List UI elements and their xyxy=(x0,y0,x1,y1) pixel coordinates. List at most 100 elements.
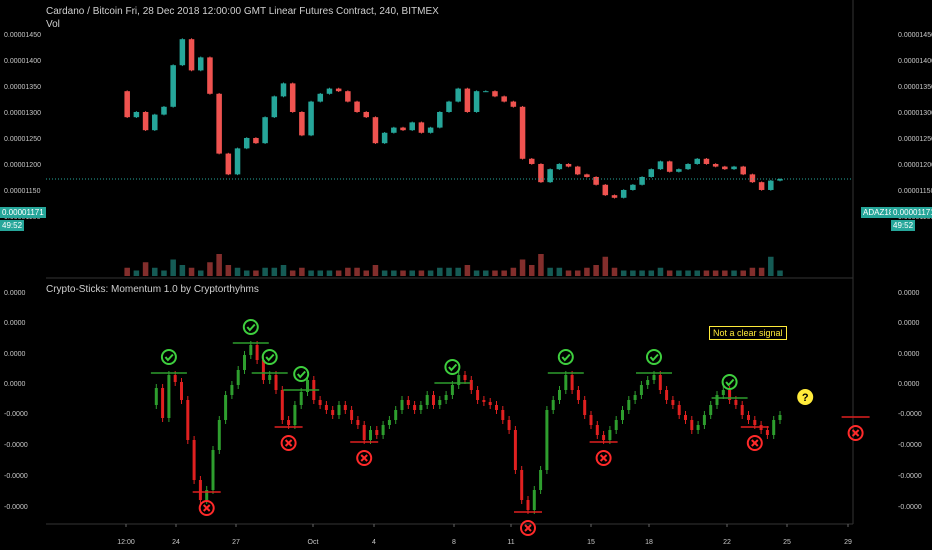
volume-bar xyxy=(381,270,388,276)
candle-body xyxy=(620,189,627,198)
candle-body xyxy=(317,93,324,102)
volume-bar xyxy=(124,267,130,276)
question-circle xyxy=(797,389,814,405)
candle-body xyxy=(427,127,434,133)
check-mark xyxy=(649,353,659,362)
candle-body xyxy=(749,174,756,183)
cross-mark xyxy=(202,504,211,512)
check-signal-icon xyxy=(444,359,461,375)
indicator-tick-left: 0.0000 xyxy=(4,290,26,297)
cross-mark xyxy=(751,439,759,447)
indicator-title: Crypto-Sticks: Momentum 1.0 by Cryptorth… xyxy=(46,284,259,295)
candle-body xyxy=(225,153,232,175)
cross-signal-icon xyxy=(280,435,297,451)
check-signal-icon xyxy=(160,349,177,365)
candle-body xyxy=(556,163,563,170)
volume-bar xyxy=(685,270,691,276)
volume-bar xyxy=(345,267,351,276)
candle-body xyxy=(740,166,746,175)
candle-body xyxy=(712,163,719,167)
time-tick-label: 27 xyxy=(232,539,240,546)
candle-body xyxy=(611,195,618,198)
price-tick-right: 0.00001150 xyxy=(898,188,932,195)
volume-bar xyxy=(372,265,379,276)
cross-mark xyxy=(524,524,532,532)
indicator-tick-left: 0.0000 xyxy=(4,351,26,358)
candle-body xyxy=(280,83,287,97)
volume-bar xyxy=(630,270,636,276)
cross-mark xyxy=(284,439,293,447)
symbol-tag: ADAZ18 xyxy=(861,207,896,218)
cross-signal-icon xyxy=(847,425,864,441)
volume-bar xyxy=(234,267,241,276)
indicator-tick-left: -0.0000 xyxy=(4,411,28,418)
volume-bar xyxy=(510,267,517,276)
volume-bar xyxy=(593,265,599,276)
check-circle xyxy=(557,349,574,365)
check-circle xyxy=(444,359,461,375)
candle-body xyxy=(363,111,370,118)
candle-body xyxy=(519,106,526,159)
candle-body xyxy=(418,122,425,133)
candle-body xyxy=(271,96,278,118)
volume-bar xyxy=(170,259,176,276)
volume-bar xyxy=(501,270,507,276)
volume-bar xyxy=(197,270,204,276)
candle-body xyxy=(768,180,774,190)
indicator-tick-right: -0.0000 xyxy=(898,411,922,418)
candle-body xyxy=(326,88,333,94)
candle-body xyxy=(777,179,783,181)
cross-mark xyxy=(599,454,608,462)
cross-signal-icon xyxy=(746,435,763,451)
candle-body xyxy=(630,184,636,190)
volume-bar xyxy=(354,267,360,276)
candle-body xyxy=(234,148,241,175)
check-signal-icon xyxy=(721,374,738,390)
volume-bar xyxy=(317,270,324,276)
candle-body xyxy=(446,101,452,112)
candle-body xyxy=(639,176,645,185)
candle-body xyxy=(694,158,701,164)
indicator-tick-right: 0.0000 xyxy=(898,381,920,388)
cross-signal-icon xyxy=(595,450,612,466)
volume-bar xyxy=(712,270,719,276)
volume-bar xyxy=(602,256,609,276)
volume-bar xyxy=(142,262,149,276)
volume-bar xyxy=(243,270,250,276)
indicator-tick-left: -0.0000 xyxy=(4,504,28,511)
candle-body xyxy=(216,93,222,154)
check-mark xyxy=(725,378,735,387)
cross-mark xyxy=(851,429,860,437)
volume-bar xyxy=(335,270,342,276)
volume-bar xyxy=(768,256,774,276)
volume-bar xyxy=(253,270,259,276)
price-tick-right: 0.00001200 xyxy=(898,162,932,169)
volume-bar xyxy=(427,270,434,276)
candle-body xyxy=(381,132,388,144)
volume-bar xyxy=(464,265,471,276)
time-tick-label: 18 xyxy=(645,539,653,546)
volume-bar xyxy=(179,265,186,276)
volume-bar xyxy=(584,267,590,276)
price-tick-right: 0.00001250 xyxy=(898,136,932,143)
volume-bar xyxy=(473,270,480,276)
price-tick-right: 0.00001450 xyxy=(898,32,932,39)
cross-circle xyxy=(847,425,864,441)
time-tick-label: 8 xyxy=(452,539,456,546)
volume-bar xyxy=(639,270,645,276)
volume-bar xyxy=(492,270,498,276)
volume-label: Vol xyxy=(46,19,60,30)
indicator-tick-right: -0.0000 xyxy=(898,473,922,480)
check-signal-icon xyxy=(261,349,278,365)
candle-body xyxy=(758,182,765,190)
candle-body xyxy=(538,163,544,183)
check-mark xyxy=(296,370,306,379)
countdown-tag-right: 49:52 xyxy=(891,220,916,231)
indicator-tick-right: -0.0000 xyxy=(898,442,922,449)
check-circle xyxy=(293,366,310,382)
candle-body xyxy=(676,169,682,172)
candle-body xyxy=(262,117,268,144)
candle-body xyxy=(584,174,590,177)
candle-body xyxy=(666,161,673,172)
